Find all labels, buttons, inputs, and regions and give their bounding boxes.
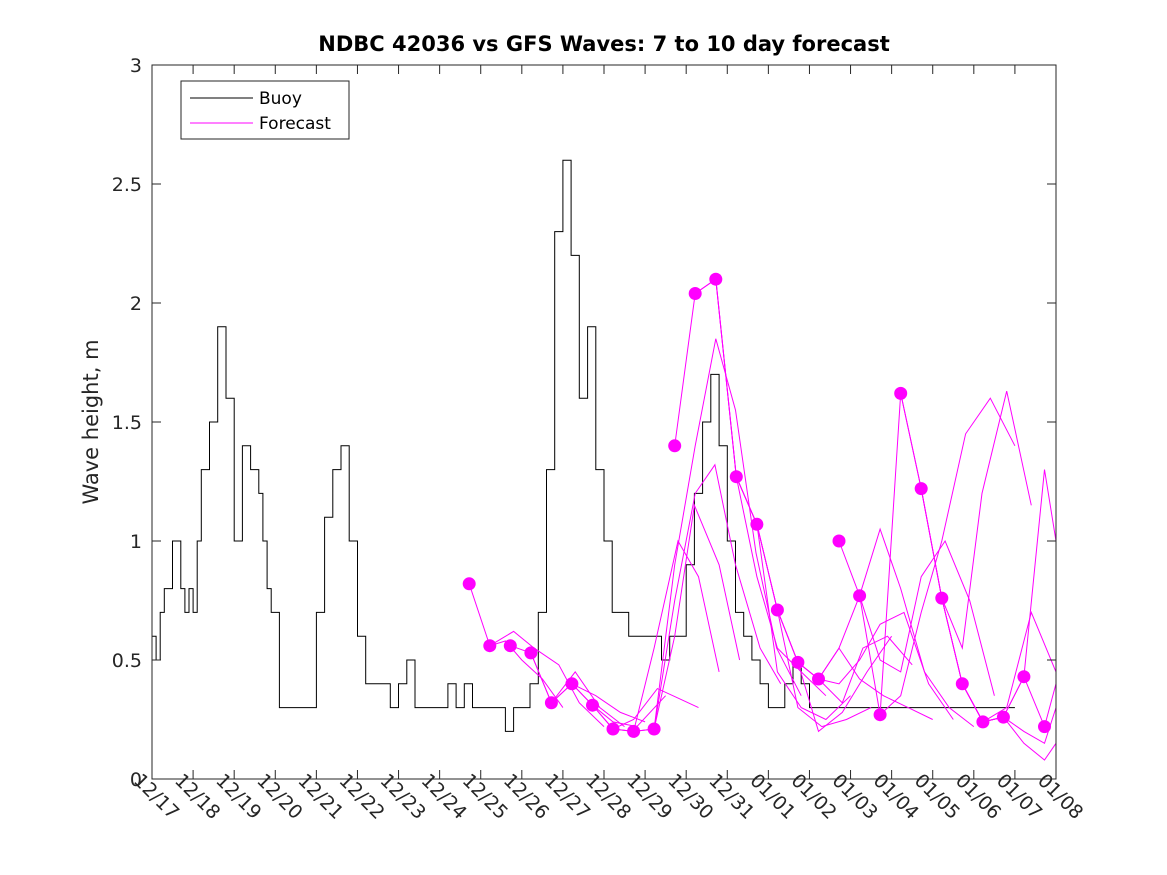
forecast-line-26: [982, 716, 1057, 761]
forecast-marker-24: [935, 591, 949, 605]
forecast-marker-14: [729, 470, 743, 484]
forecast-marker-21: [873, 708, 887, 722]
forecast-marker-16: [770, 603, 784, 617]
forecast-marker-29: [1038, 720, 1051, 734]
forecast-marker-20: [853, 589, 867, 603]
y-axis-label: Wave height, m: [79, 339, 103, 504]
legend-box: [180, 80, 350, 140]
forecast-line-2: [489, 630, 605, 727]
forecast-marker-5: [544, 696, 558, 710]
forecast-marker-4: [524, 646, 538, 660]
y-tick-label: 0: [130, 769, 142, 791]
y-tick-label: 2.5: [112, 174, 142, 196]
forecast-marker-17: [791, 655, 805, 669]
legend: Buoy Forecast: [180, 80, 350, 140]
y-tick-label: 1: [130, 531, 142, 553]
forecast-marker-7: [586, 698, 599, 712]
buoy-series-line: [152, 159, 1015, 732]
y-tick-label: 2: [130, 293, 142, 315]
y-tick-label: 3: [130, 55, 142, 77]
forecast-marker-27: [996, 710, 1010, 724]
forecast-line-9: [633, 463, 782, 732]
forecast-marker-25: [955, 677, 969, 691]
chart-title: NDBC 42036 vs GFS Waves: 7 to 10 day for…: [318, 32, 889, 56]
y-tick-label: 0.5: [112, 650, 142, 672]
plot-area: [152, 65, 1056, 779]
forecast-marker-26: [976, 715, 990, 729]
forecast-marker-9: [627, 724, 641, 738]
forecast-line-25: [961, 675, 1057, 729]
forecast-marker-13: [709, 272, 723, 286]
legend-label-forecast: Forecast: [259, 114, 331, 134]
forecast-line-19: [838, 539, 995, 696]
forecast-marker-1: [462, 577, 476, 591]
forecast-marker-8: [606, 722, 620, 736]
y-tick-label: 1.5: [112, 412, 142, 434]
forecast-marker-18: [812, 672, 825, 686]
forecast-marker-15: [750, 517, 764, 531]
forecast-line-4: [530, 652, 646, 723]
forecast-marker-10: [647, 722, 661, 736]
forecast-marker-28: [1017, 670, 1031, 684]
forecast-marker-2: [483, 639, 497, 653]
forecast-marker-3: [503, 639, 517, 653]
forecast-marker-12: [688, 287, 702, 300]
forecast-marker-23: [914, 482, 928, 496]
forecast-marker-11: [668, 439, 682, 453]
legend-label-buoy: Buoy: [259, 89, 302, 109]
forecast-marker-22: [894, 386, 908, 400]
forecast-marker-6: [565, 677, 579, 691]
forecast-marker-19: [832, 534, 846, 548]
series-layer: [152, 159, 1057, 761]
